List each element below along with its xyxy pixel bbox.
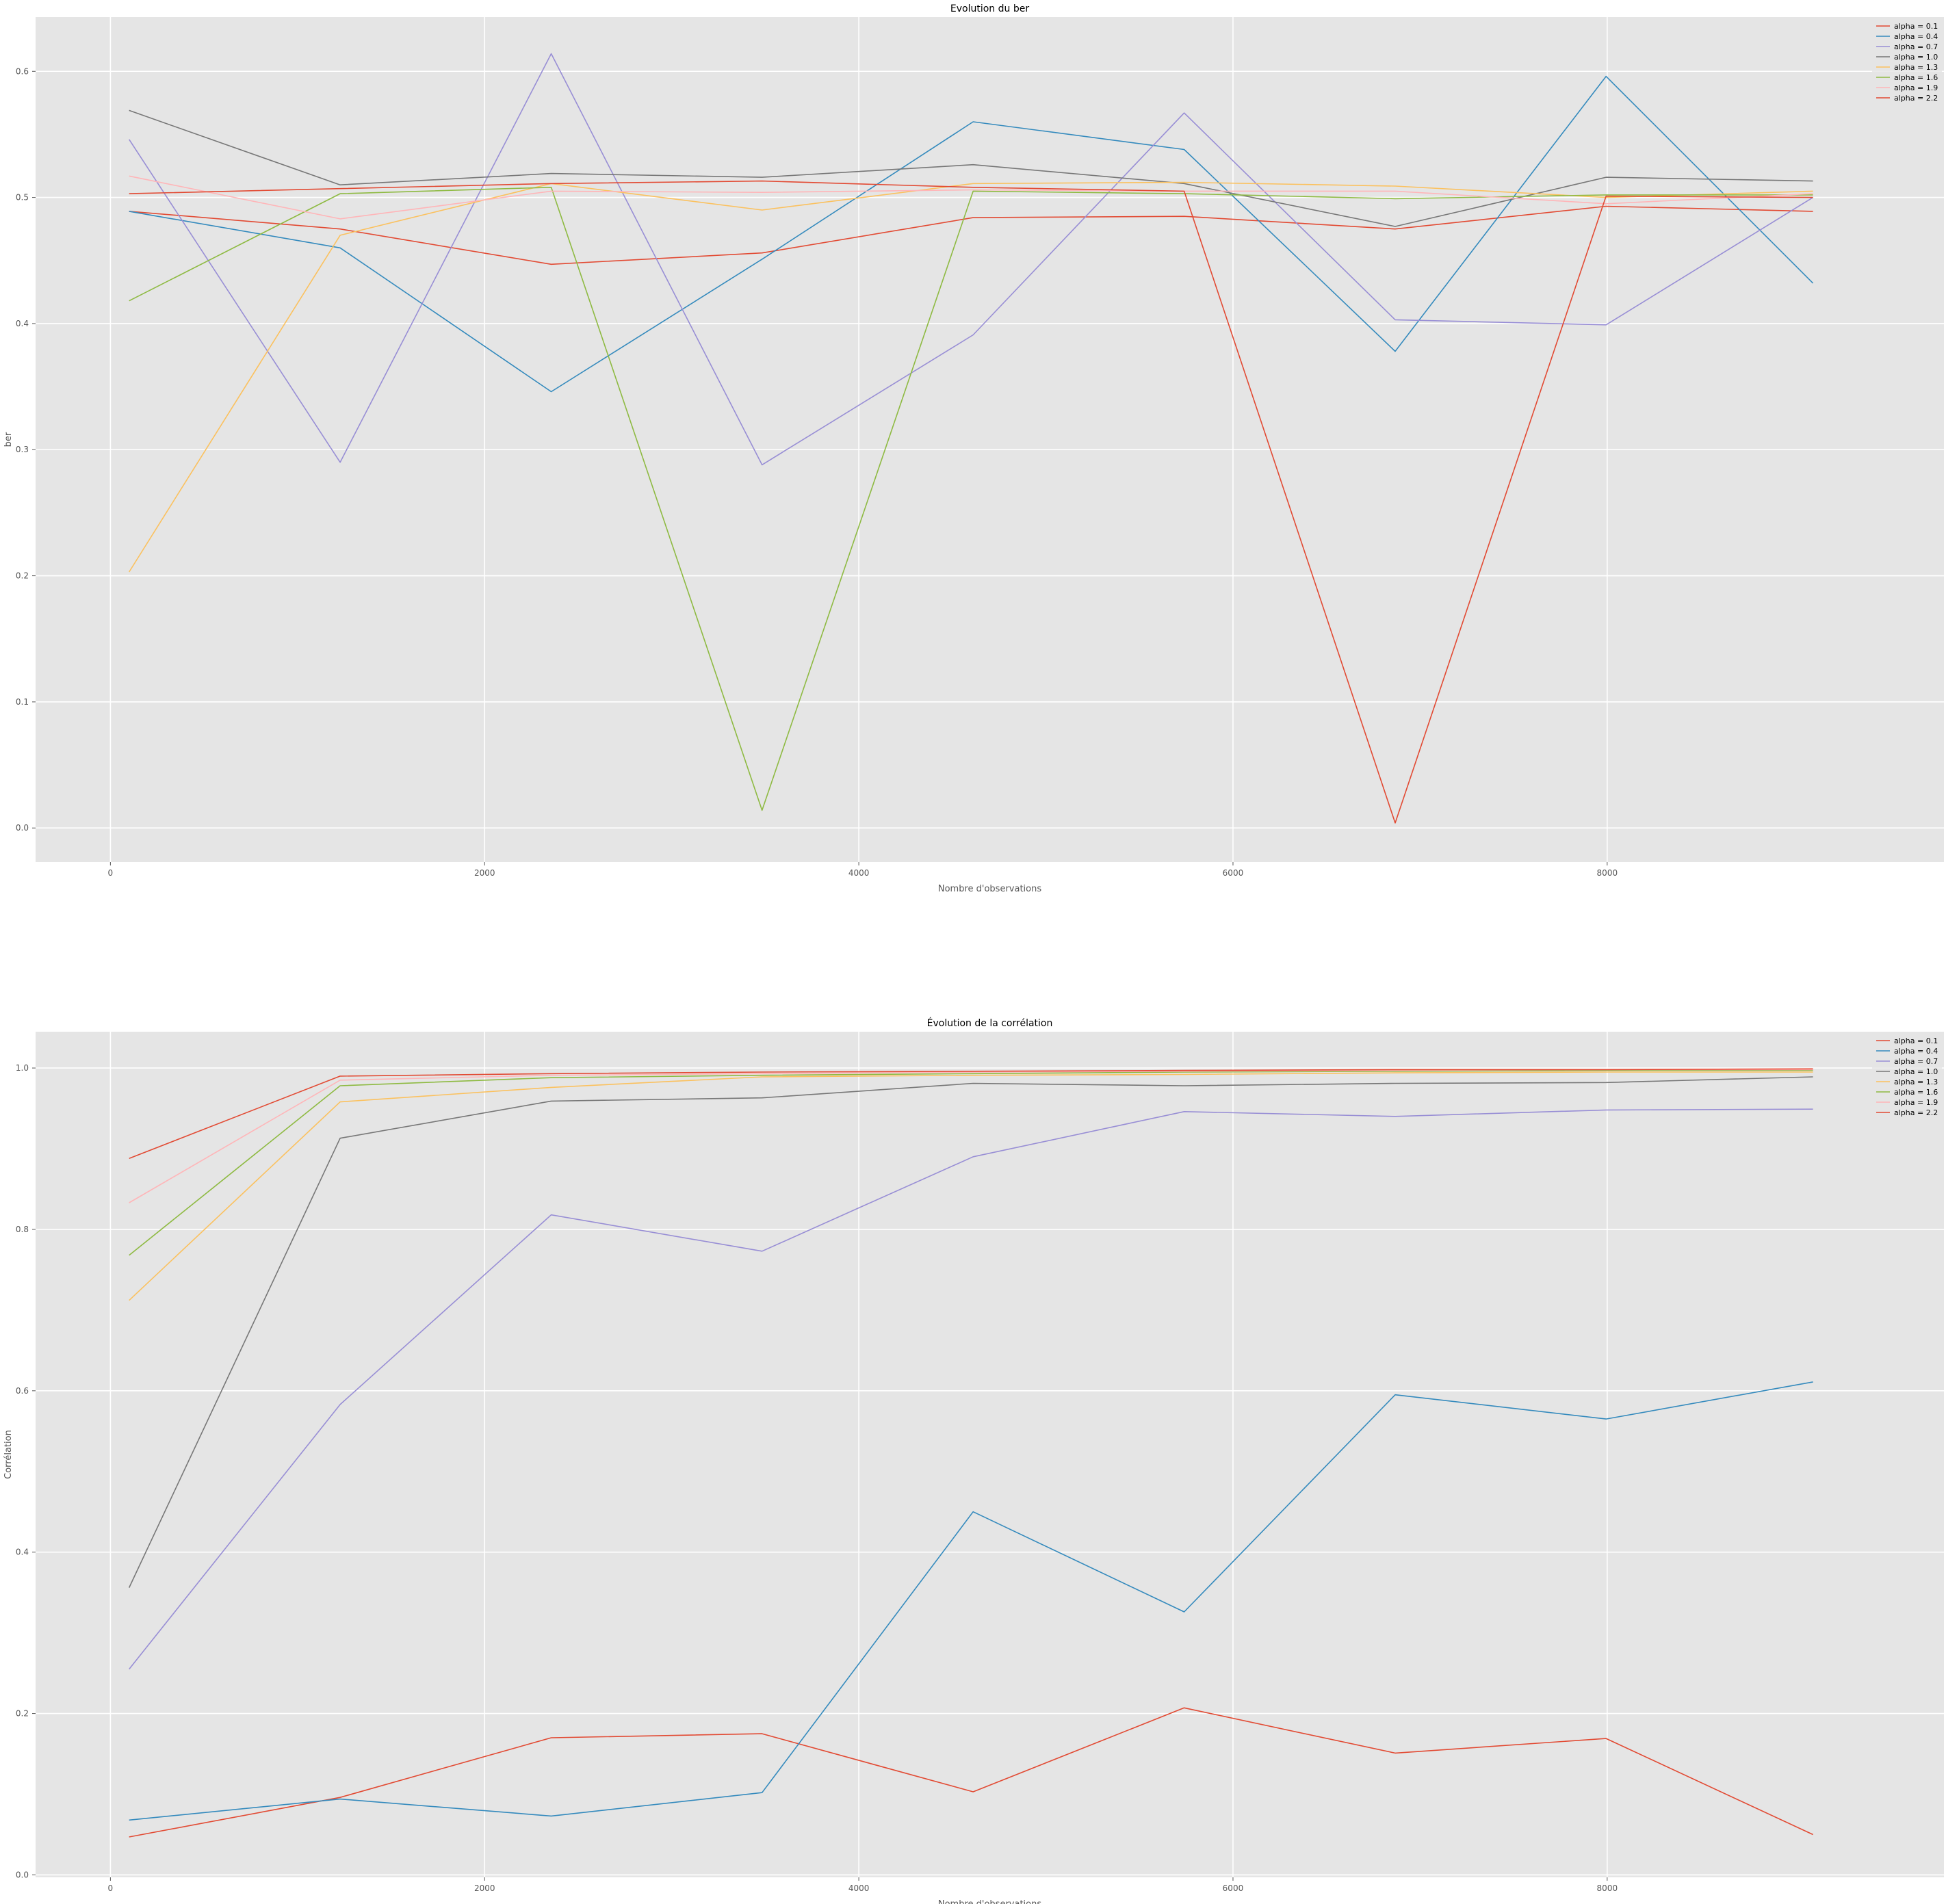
legend-label: alpha = 2.2	[1894, 1108, 1938, 1117]
legend-label: alpha = 0.4	[1894, 1047, 1938, 1056]
x-tick-label: 8000	[1597, 868, 1618, 878]
chart-2: 0 2000 4000 6000 8000 0.0 0.2 0.4 0.6 0.8 1.0 Évolu…	[3, 1017, 1944, 1904]
legend-label: alpha = 1.6	[1894, 73, 1938, 82]
y-tick-label: 0.0	[16, 1870, 29, 1879]
x-axis-label: Nombre d'observations	[938, 884, 1041, 894]
x-tick-label: 4000	[848, 1883, 870, 1893]
chart-title: Evolution du ber	[950, 3, 1029, 14]
y-tick-label: 0.8	[16, 1225, 29, 1234]
y-tick-label: 1.0	[16, 1063, 29, 1073]
legend-label: alpha = 1.0	[1894, 1067, 1938, 1076]
x-tick-label: 0	[108, 868, 114, 878]
legend-label: alpha = 1.0	[1894, 53, 1938, 62]
x-tick-label: 6000	[1223, 1883, 1244, 1893]
legend-label: alpha = 0.1	[1894, 1036, 1938, 1045]
legend-label: alpha = 1.9	[1894, 83, 1938, 92]
y-tick-label: 0.0	[16, 823, 29, 833]
chart-1: 0 2000 4000 6000 8000 0.0 0.1 0.2 0.3 0.4 0.5 0.6 Ev…	[3, 3, 1944, 894]
y-tick-label: 0.2	[16, 1709, 29, 1719]
y-tick-label: 0.5	[16, 193, 29, 203]
y-tick-label: 0.3	[16, 445, 29, 454]
legend-label: alpha = 0.4	[1894, 32, 1938, 41]
legend-label: alpha = 2.2	[1894, 94, 1938, 103]
legend-label: alpha = 0.1	[1894, 22, 1938, 31]
x-tick-label: 8000	[1597, 1883, 1618, 1893]
plot-area	[36, 1032, 1944, 1877]
plot-area	[36, 17, 1944, 862]
legend-label: alpha = 0.7	[1894, 1057, 1938, 1066]
legend-label: alpha = 1.3	[1894, 63, 1938, 72]
y-axis-label: Corrélation	[3, 1430, 14, 1479]
chart-title: Évolution de la corrélation	[927, 1017, 1053, 1029]
y-tick-label: 0.4	[16, 319, 29, 328]
y-axis-label: ber	[3, 432, 14, 447]
x-tick-label: 2000	[474, 1883, 495, 1893]
y-tick-label: 0.6	[16, 66, 29, 76]
legend-label: alpha = 1.3	[1894, 1078, 1938, 1086]
x-tick-label: 4000	[848, 868, 870, 878]
x-tick-label: 2000	[474, 868, 495, 878]
legend-label: alpha = 1.6	[1894, 1088, 1938, 1097]
x-tick-label: 6000	[1223, 868, 1244, 878]
x-tick-label: 0	[108, 1883, 114, 1893]
y-tick-label: 0.6	[16, 1386, 29, 1396]
legend-label: alpha = 1.9	[1894, 1098, 1938, 1107]
y-tick-label: 0.4	[16, 1548, 29, 1557]
x-axis-label: Nombre d'observations	[938, 1899, 1041, 1904]
y-tick-label: 0.2	[16, 571, 29, 581]
y-tick-label: 0.1	[16, 697, 29, 707]
legend-label: alpha = 0.7	[1894, 42, 1938, 51]
